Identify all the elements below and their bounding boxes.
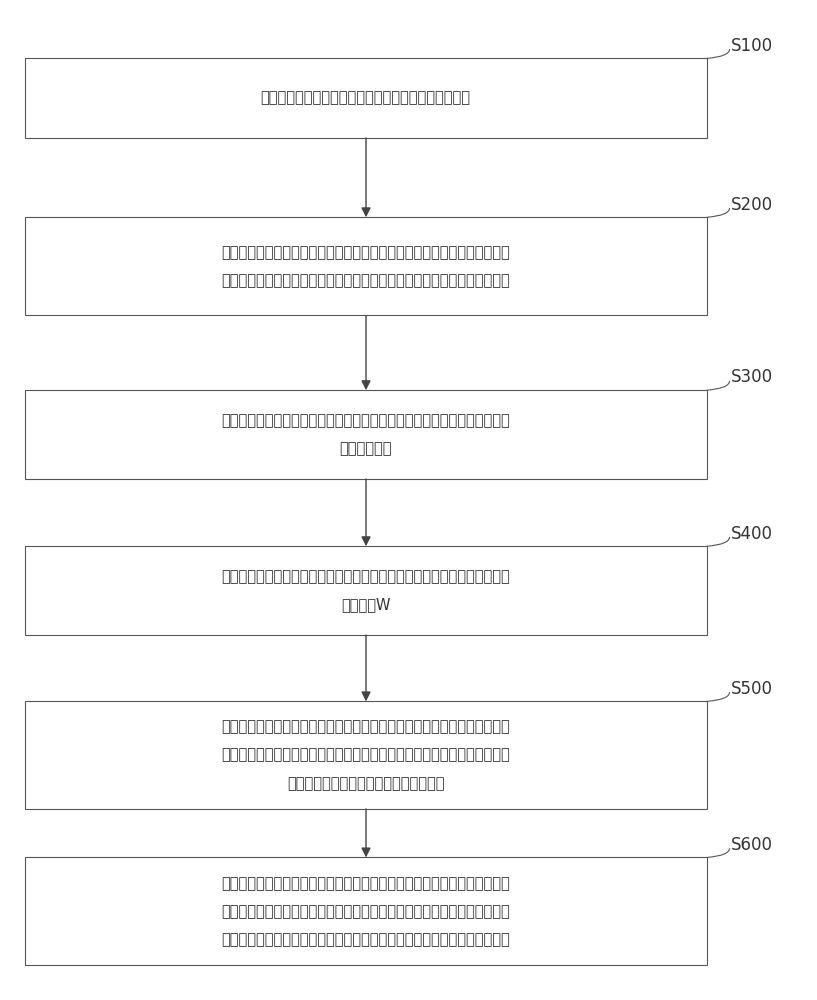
Bar (25, 390, 707, 479)
Text: 设置的催化剂的作用下混合气中的一氧化碳、二氧化碳与氢气反应生成甲烷: 设置的催化剂的作用下混合气中的一氧化碳、二氧化碳与氢气反应生成甲烷 (221, 273, 510, 288)
Bar (25, 701, 707, 809)
Text: 压缩存储罐内: 压缩存储罐内 (339, 441, 392, 456)
Bar (25, 857, 707, 965)
Text: 述催化剂进入所述甲烷化反应器内的速度: 述催化剂进入所述甲烷化反应器内的速度 (287, 776, 444, 791)
Text: 在所述甲烷化反应器上还设置有催化剂入口，用以将催化剂由所述催化剂入: 在所述甲烷化反应器上还设置有催化剂入口，用以将催化剂由所述催化剂入 (221, 720, 510, 735)
Text: 口加入至所述催化剂床层上，在所述催化剂入口设置有电磁阀，用以控制所: 口加入至所述催化剂床层上，在所述催化剂入口设置有电磁阀，用以控制所 (221, 748, 510, 763)
Bar (25, 217, 707, 315)
Text: 实时湿度W: 实时湿度W (341, 597, 391, 612)
Bar (25, 58, 707, 138)
Text: S600: S600 (731, 836, 773, 854)
Text: 线连接，所述中控单元根据所述湿度检测器检测到的实时湿度调整所述电磁: 线连接，所述中控单元根据所述湿度检测器检测到的实时湿度调整所述电磁 (221, 904, 510, 919)
Text: S300: S300 (731, 368, 774, 386)
Text: 在所述甲烷化反应器内设置有催化剂床层，所述混合气在所述催化剂床层上: 在所述甲烷化反应器内设置有催化剂床层，所述混合气在所述催化剂床层上 (221, 245, 510, 260)
Text: S100: S100 (731, 37, 774, 55)
Text: 阀的开合度，以控制所述催化剂的质量，以满足所述混合气生成甲烷的速度: 阀的开合度，以控制所述催化剂的质量，以满足所述混合气生成甲烷的速度 (221, 932, 510, 947)
Text: S500: S500 (731, 680, 773, 698)
Bar (25, 546, 707, 635)
Text: 所述甲烷化反应器上还设置有出气口，用以将所述甲烷由所述出气口排出至: 所述甲烷化反应器上还设置有出气口，用以将所述甲烷由所述出气口排出至 (221, 413, 510, 428)
Text: 在所述甲烷化反应器内设置有湿度检测器，用以检测所述甲烷化反应器内的: 在所述甲烷化反应器内设置有湿度检测器，用以检测所述甲烷化反应器内的 (221, 569, 510, 584)
Text: S200: S200 (731, 196, 774, 214)
Text: S400: S400 (731, 525, 773, 543)
Text: 将净化后的混合气通过第一进气口通入甲烷化反应器内: 将净化后的混合气通过第一进气口通入甲烷化反应器内 (261, 91, 471, 106)
Text: 设置在所述甲烷化反应器外的中控单元，分别与所述湿度检测器和电磁阀无: 设置在所述甲烷化反应器外的中控单元，分别与所述湿度检测器和电磁阀无 (221, 876, 510, 891)
